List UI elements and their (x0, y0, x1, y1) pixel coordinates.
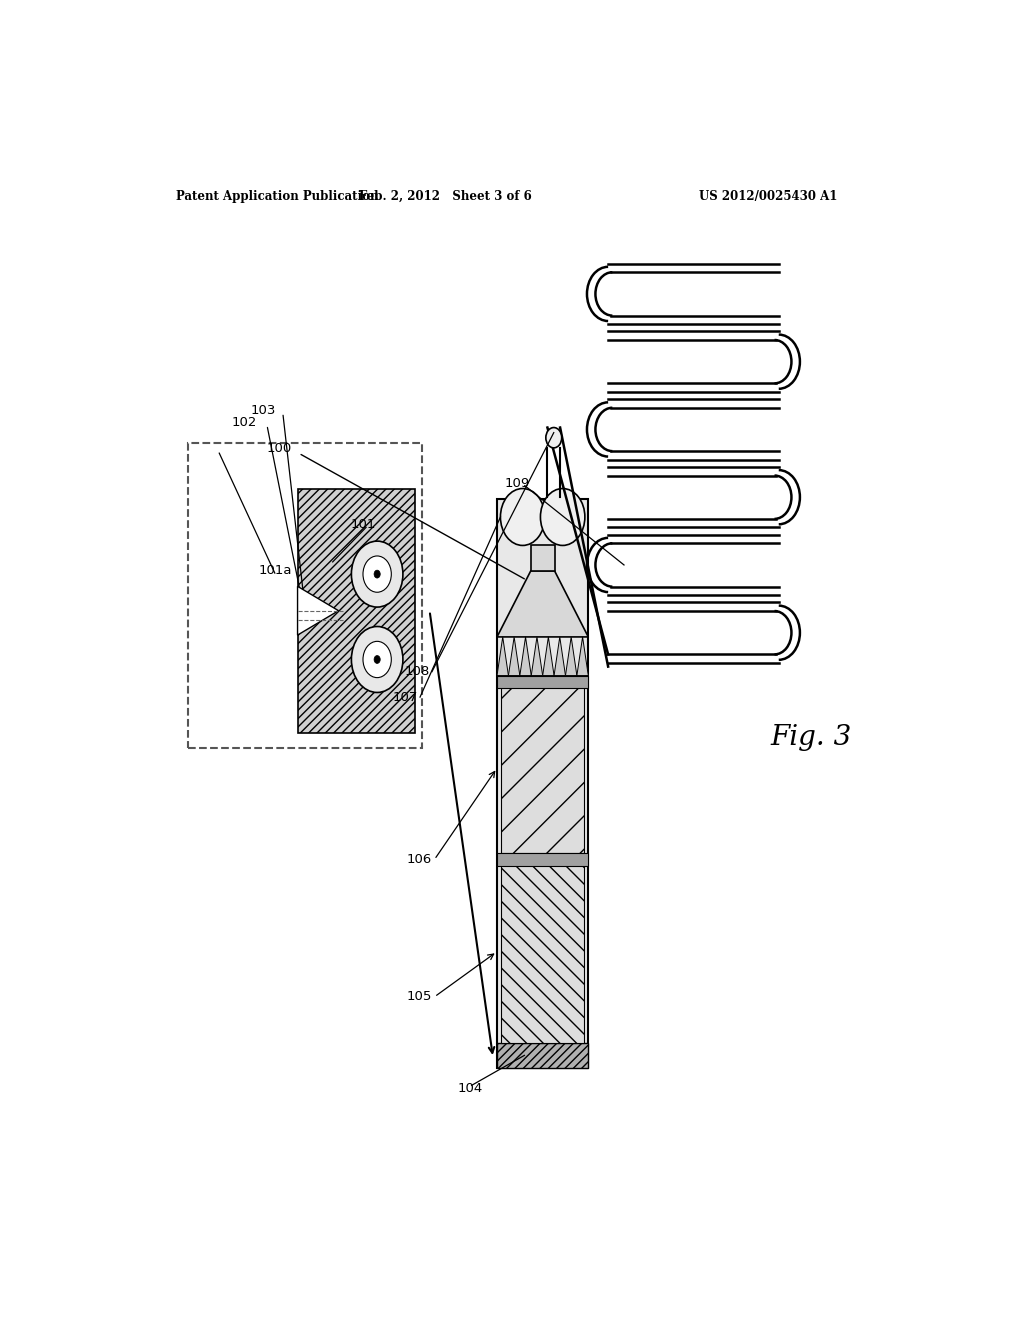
Circle shape (374, 656, 380, 664)
Bar (501, 682, 585, 854)
Circle shape (541, 488, 585, 545)
Polygon shape (520, 638, 531, 676)
Text: 109: 109 (505, 477, 530, 490)
Text: 105: 105 (407, 990, 432, 1003)
Text: 101: 101 (350, 517, 376, 531)
Bar (501, 861, 585, 1043)
Text: 101a: 101a (259, 564, 293, 577)
Polygon shape (531, 638, 543, 676)
Text: 104: 104 (458, 1082, 482, 1094)
Circle shape (351, 627, 402, 693)
Polygon shape (298, 586, 339, 635)
Bar (497, 854, 589, 866)
Text: 103: 103 (251, 404, 276, 417)
Polygon shape (509, 638, 520, 676)
Circle shape (501, 488, 545, 545)
Text: 106: 106 (407, 853, 432, 866)
Bar (187, 444, 422, 748)
Text: 107: 107 (392, 690, 418, 704)
Text: Patent Application Publication: Patent Application Publication (176, 190, 378, 202)
Polygon shape (497, 570, 588, 638)
Circle shape (362, 556, 391, 593)
Circle shape (362, 642, 391, 677)
Bar (497, 676, 589, 688)
Circle shape (374, 570, 380, 578)
Bar (298, 488, 415, 733)
Text: 100: 100 (267, 442, 292, 454)
Polygon shape (543, 638, 554, 676)
Text: 102: 102 (231, 416, 257, 429)
Polygon shape (497, 638, 509, 676)
Text: Feb. 2, 2012   Sheet 3 of 6: Feb. 2, 2012 Sheet 3 of 6 (359, 190, 531, 202)
Text: 108: 108 (404, 665, 430, 678)
Polygon shape (554, 638, 565, 676)
Text: US 2012/0025430 A1: US 2012/0025430 A1 (699, 190, 838, 202)
Text: Fig. 3: Fig. 3 (771, 725, 852, 751)
Polygon shape (565, 638, 577, 676)
Polygon shape (577, 638, 588, 676)
Circle shape (546, 428, 562, 447)
Circle shape (351, 541, 402, 607)
Bar (497, 1043, 589, 1068)
Bar (530, 545, 555, 570)
Bar (497, 499, 589, 1068)
